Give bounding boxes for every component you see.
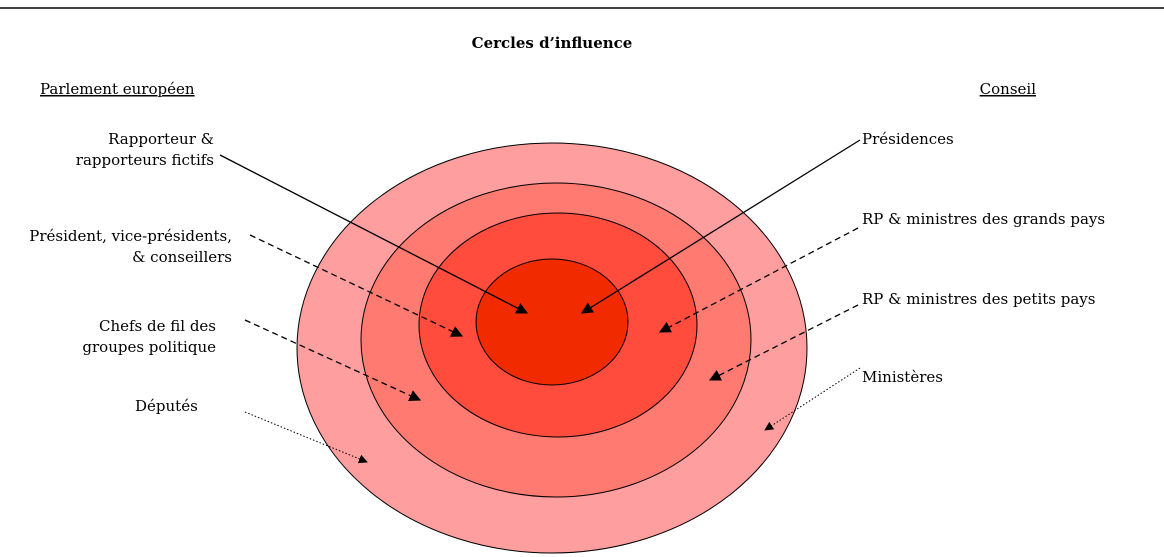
right-label: RP & ministres des grands pays (862, 210, 1105, 228)
left-label: Députés (135, 397, 198, 415)
arrow (244, 319, 422, 401)
left-label: Chefs de fil des (99, 317, 216, 335)
arrow (764, 367, 861, 431)
left-label: rapporteurs fictifs (76, 151, 214, 169)
arrow (581, 139, 861, 314)
left-label: & conseillers (132, 248, 232, 266)
left-heading: Parlement européen (40, 80, 195, 98)
arrow (219, 154, 529, 314)
left-label: groupes politique (82, 338, 216, 356)
arrow (708, 304, 859, 381)
left-label: Président, vice-présidents, (29, 227, 232, 245)
right-label: Présidences (862, 130, 954, 148)
circles (296, 142, 808, 554)
inner-circle (475, 258, 629, 386)
right-label: Ministères (862, 368, 943, 386)
title: Cercles d’influence (472, 34, 633, 52)
arrow (658, 227, 859, 333)
labels: Rapporteur & rapporteurs fictifs Président… (29, 130, 1105, 415)
arrows (219, 139, 861, 464)
right-heading: Conseil (980, 80, 1037, 98)
right-label: RP & ministres des petits pays (862, 290, 1095, 308)
arrow (249, 234, 464, 337)
arrow (244, 411, 368, 464)
left-label: Rapporteur & (108, 130, 214, 148)
